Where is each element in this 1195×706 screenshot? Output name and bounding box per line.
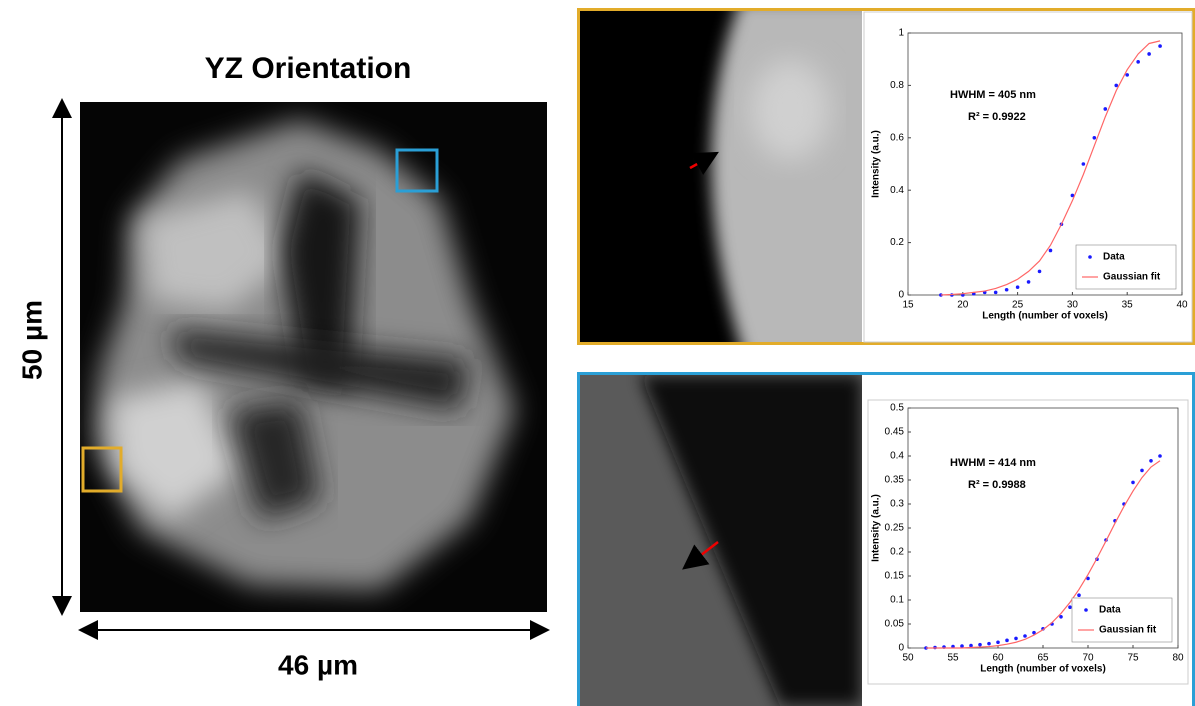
data-point: [1077, 593, 1081, 597]
x-tick-label: 40: [1176, 300, 1188, 311]
microscopy-image: [80, 102, 547, 612]
y-axis-label: Intensity (a.u.): [871, 494, 882, 562]
y-tick-label: 0: [898, 643, 904, 654]
data-point: [1038, 270, 1042, 274]
x-tick-label: 70: [1082, 653, 1094, 664]
data-point: [1082, 162, 1086, 166]
zoom-image: [580, 375, 862, 706]
y-tick-label: 0.3: [890, 499, 904, 510]
data-point: [1027, 280, 1031, 284]
data-point: [1147, 52, 1151, 56]
y-tick-label: 0.35: [885, 475, 905, 486]
width-label: 46 µm: [278, 649, 358, 680]
legend-label: Gaussian fit: [1103, 272, 1161, 283]
x-axis-label: Length (number of voxels): [982, 311, 1108, 322]
data-point: [1016, 285, 1020, 289]
data-point: [1005, 639, 1009, 643]
x-tick-label: 80: [1172, 653, 1184, 664]
legend-swatch: [1088, 255, 1092, 259]
annotation: HWHM = 405 nm: [950, 89, 1036, 101]
figure-title: YZ Orientation: [205, 52, 412, 85]
x-tick-label: 65: [1037, 653, 1049, 664]
x-tick-label: 20: [957, 300, 969, 311]
y-tick-label: 0.2: [890, 547, 904, 558]
data-point: [1136, 60, 1140, 64]
legend-label: Gaussian fit: [1099, 625, 1157, 636]
data-point: [1014, 637, 1018, 641]
y-tick-label: 0.1: [890, 595, 904, 606]
data-point: [1125, 73, 1129, 77]
data-point: [1049, 249, 1053, 253]
data-point: [978, 643, 982, 647]
data-point: [1103, 107, 1107, 111]
data-point: [1068, 605, 1072, 609]
y-tick-label: 0.25: [885, 523, 905, 534]
y-axis-label: Intensity (a.u.): [871, 130, 882, 198]
y-tick-label: 0.6: [890, 132, 904, 143]
data-point: [987, 642, 991, 646]
data-point: [1114, 84, 1118, 88]
x-tick-label: 25: [1012, 300, 1024, 311]
y-tick-label: 1: [898, 28, 904, 39]
annotation: HWHM = 414 nm: [950, 457, 1036, 469]
legend-label: Data: [1103, 252, 1125, 263]
zoom-image: [580, 0, 900, 360]
annotation: R² = 0.9988: [968, 479, 1026, 491]
data-point: [1158, 454, 1162, 458]
legend-swatch: [1084, 608, 1088, 612]
data-point: [1140, 469, 1144, 473]
height-label: 50 µm: [16, 300, 47, 380]
data-point: [1158, 44, 1162, 48]
data-point: [1023, 634, 1027, 638]
data-point: [1131, 481, 1135, 485]
y-tick-label: 0.4: [890, 451, 904, 462]
x-tick-label: 75: [1127, 653, 1139, 664]
y-tick-label: 0.15: [885, 571, 905, 582]
legend-label: Data: [1099, 605, 1121, 616]
x-axis-label: Length (number of voxels): [980, 664, 1106, 675]
y-tick-label: 0: [898, 290, 904, 301]
x-tick-label: 55: [947, 653, 959, 664]
data-point: [1149, 459, 1153, 463]
y-tick-label: 0.4: [890, 185, 904, 196]
x-tick-label: 30: [1067, 300, 1079, 311]
x-tick-label: 15: [902, 300, 914, 311]
figure: YZ Orientation 50 µm 46 µm 15 20 25 30 35 40 0…: [0, 0, 1195, 706]
y-tick-label: 0.2: [890, 237, 904, 248]
x-tick-label: 35: [1122, 300, 1134, 311]
y-tick-label: 0.8: [890, 80, 904, 91]
data-point: [1093, 136, 1097, 140]
y-tick-label: 0.05: [885, 619, 905, 630]
y-tick-label: 0.5: [890, 403, 904, 414]
data-point: [996, 640, 1000, 644]
x-tick-label: 50: [902, 653, 914, 664]
data-point: [994, 291, 998, 295]
x-tick-label: 60: [992, 653, 1004, 664]
data-point: [1005, 288, 1009, 292]
annotation: R² = 0.9922: [968, 111, 1026, 123]
y-tick-label: 0.45: [885, 427, 905, 438]
